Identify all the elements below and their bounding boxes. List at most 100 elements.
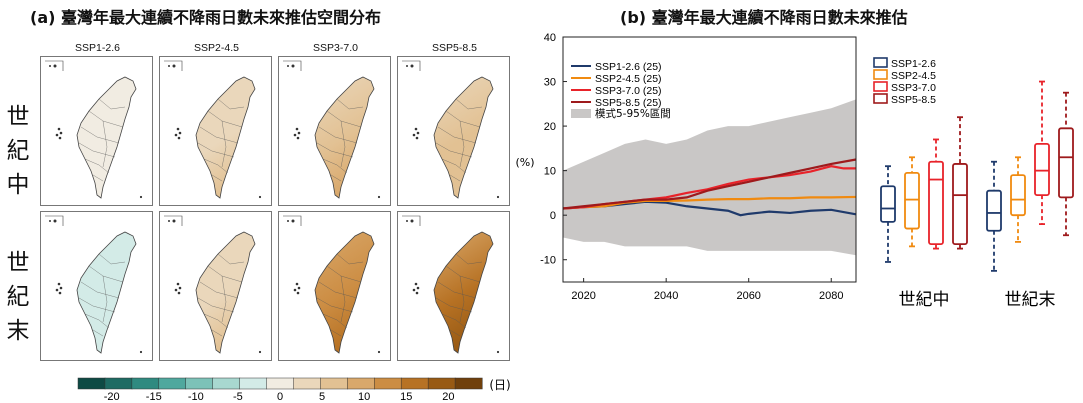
penghu-island xyxy=(58,291,62,295)
colorbar-tick-label: 5 xyxy=(319,391,325,403)
county-border xyxy=(336,98,364,110)
county-border xyxy=(203,158,229,174)
orchid-island xyxy=(377,350,381,354)
map-panel xyxy=(159,56,272,206)
colorbar-segment xyxy=(158,377,187,390)
box xyxy=(928,160,944,246)
box xyxy=(1058,127,1074,199)
penghu-island xyxy=(415,291,419,295)
x-tick-label: 2020 xyxy=(571,290,595,302)
penghu-island xyxy=(297,286,301,290)
county-border xyxy=(449,174,461,182)
county-border xyxy=(322,313,348,329)
legend-label: SSP5-8.5 (25) xyxy=(595,97,662,109)
colorbar-unit: (日) xyxy=(489,378,510,392)
colorbar-segment xyxy=(293,377,321,390)
county-border xyxy=(211,329,223,337)
penghu-island xyxy=(293,288,297,292)
kinmen-island xyxy=(53,64,57,68)
orchid-island xyxy=(496,195,500,199)
county-border xyxy=(437,126,477,144)
box-legend-swatch xyxy=(873,57,888,68)
col-label-ssp585: SSP5-8.5 xyxy=(432,42,477,54)
county-border xyxy=(340,275,346,323)
matsu-island xyxy=(406,220,408,222)
col-label-ssp126: SSP1-2.6 xyxy=(75,42,120,54)
box-legend-swatch xyxy=(873,81,888,92)
county-border xyxy=(318,126,358,144)
taiwan-map xyxy=(283,215,381,354)
matsu-island xyxy=(287,220,289,222)
taiwan-outline xyxy=(76,231,137,354)
kinmen-island xyxy=(410,64,414,68)
inset-box xyxy=(283,215,302,226)
penghu-island xyxy=(412,133,416,137)
colorbar-tick-label: 20 xyxy=(442,391,454,403)
kinmen-island xyxy=(172,219,176,223)
penghu-island xyxy=(57,127,61,131)
penghu-island xyxy=(296,136,300,140)
legend-band-swatch xyxy=(571,109,591,118)
inset-box xyxy=(402,60,421,71)
colorbar-tick-label: -10 xyxy=(188,391,204,403)
box xyxy=(986,189,1002,232)
y-tick-label: 40 xyxy=(544,32,556,44)
map-panel xyxy=(397,211,510,361)
penghu-island xyxy=(58,136,62,140)
county-border xyxy=(449,329,461,337)
county-border xyxy=(88,265,124,283)
penghu-island xyxy=(176,282,180,286)
county-border xyxy=(455,98,483,110)
line-legend: SSP1-2.6 (25)SSP2-4.5 (25)SSP3-7.0 (25)S… xyxy=(571,61,671,120)
county-border xyxy=(445,110,481,128)
county-border xyxy=(207,265,243,283)
county-border xyxy=(88,110,124,128)
taiwan-map xyxy=(283,60,381,199)
county-border xyxy=(330,174,342,182)
colorbar-tick-label: 15 xyxy=(400,391,412,403)
county-border xyxy=(316,297,354,313)
county-border xyxy=(92,174,104,182)
box-legend-label: SSP1-2.6 xyxy=(891,58,936,70)
box xyxy=(880,185,896,223)
county-border xyxy=(336,253,364,265)
orchid-island xyxy=(377,195,381,199)
kinmen-island xyxy=(172,64,176,68)
penghu-island xyxy=(295,282,299,286)
penghu-island xyxy=(55,133,59,137)
colorbar-segment xyxy=(185,377,214,390)
county-border xyxy=(98,253,126,265)
county-border xyxy=(459,275,465,323)
county-border xyxy=(455,253,483,265)
county-border xyxy=(102,275,108,323)
colorbar-segment xyxy=(212,377,241,390)
county-border xyxy=(221,120,227,168)
colorbar-segment xyxy=(239,377,268,390)
orchid-island xyxy=(496,350,500,354)
orchid-island xyxy=(258,350,262,354)
colorbar-segment xyxy=(427,377,456,390)
panel-b-title: (b) 臺灣年最大連續不降雨日數未來推估 xyxy=(620,8,908,27)
county-border xyxy=(197,142,235,158)
penghu-island xyxy=(293,133,297,137)
map-panel xyxy=(40,56,153,206)
county-border xyxy=(437,281,477,299)
taiwan-map xyxy=(164,60,262,199)
panel-a-title: (a) 臺灣年最大連續不降雨日數未來推估空間分布 xyxy=(30,8,381,27)
y-tick-label: 0 xyxy=(550,210,556,222)
county-border xyxy=(340,120,346,168)
county-border xyxy=(330,329,342,337)
taiwan-map xyxy=(45,215,143,354)
county-border xyxy=(80,126,120,144)
x-tick-label: 2040 xyxy=(654,290,678,302)
colorbar-tick-label: 0 xyxy=(277,391,283,403)
colorbar-tick-label: 10 xyxy=(358,391,370,403)
colorbar: -20 -15 -10 -5 0 5 10 15 20 (日) xyxy=(77,377,511,403)
penghu-island xyxy=(177,291,181,295)
penghu-island xyxy=(174,133,178,137)
taiwan-outline xyxy=(433,231,494,354)
colorbar-tick-label: -15 xyxy=(146,391,162,403)
map-panel xyxy=(278,211,391,361)
row-label-mid-century: 世紀中 xyxy=(6,104,30,198)
penghu-island xyxy=(174,288,178,292)
